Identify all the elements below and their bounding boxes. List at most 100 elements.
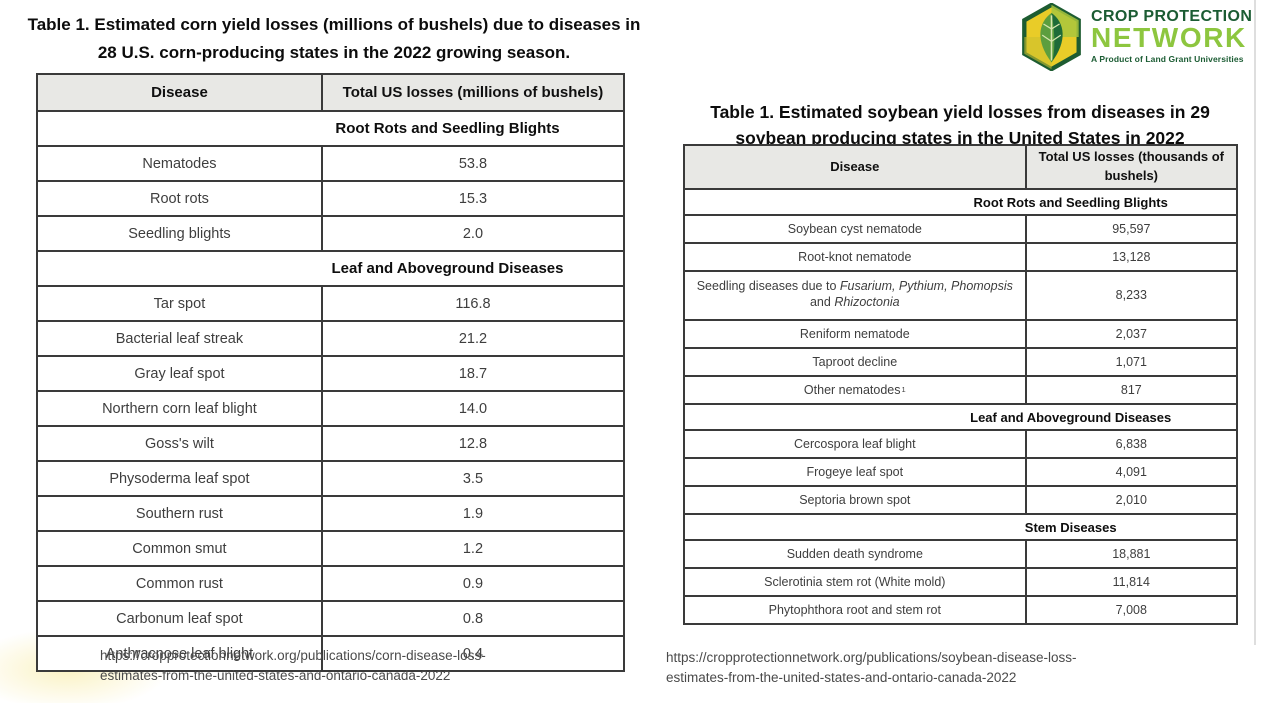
value-cell: 1,071 [1115,354,1147,369]
section-header-row: Stem Diseases [685,515,1236,541]
soy-title-line2: soybean producing states in the United S… [735,128,1185,149]
soy-col-header-losses: Total US losses (thousands of bushels) [1038,149,1224,183]
disease-cell: Septoria brown spot [685,487,1027,513]
value-cell: 2,010 [1115,492,1147,507]
disease-cell: Other nematodes 1 [685,377,1027,403]
soy-table-body: Root Rots and Seedling Blights Soybean cy… [685,190,1236,625]
disease-cell: Southern rust [38,497,323,530]
leaf-hexagon-icon [1022,3,1081,71]
value-cell: 2,037 [1115,326,1147,341]
value-cell: 21.2 [458,330,488,347]
soy-title-line1: Table 1. Estimated soybean yield losses … [710,102,1210,122]
page-edge-line [1254,0,1256,645]
corn-source-url: https://cropprotectionnetwork.org/public… [100,646,486,687]
table-row: Southern rust 1.9 [38,497,623,532]
disease-cell: Seedling diseases due to Fusarium, Pythi… [685,272,1027,319]
disease-cell: Taproot decline [685,349,1027,375]
value-cell: 18.7 [458,365,488,382]
value-cell: 3.5 [462,470,484,487]
section-header-label: Stem Diseases [1024,519,1117,535]
table-row: Sclerotinia stem rot (White mold) 11,814 [685,569,1236,597]
soy-source-line2: estimates-from-the-united-states-and-ont… [666,670,1017,686]
value-cell: 817 [1120,382,1142,397]
table-row: Tar spot 116.8 [38,287,623,322]
value-cell: 53.8 [458,155,488,172]
corn-table-title: Table 1. Estimated corn yield losses (mi… [6,11,662,66]
crop-protection-network-logo: CROP PROTECTION NETWORK A Product of Lan… [1020,3,1252,71]
logo-tagline: A Product of Land Grant Universities [1091,53,1244,64]
disease-cell: Frogeye leaf spot [685,459,1027,485]
value-cell: 2.0 [462,225,484,242]
table-row: Common rust 0.9 [38,567,623,602]
logo-text-block: CROP PROTECTION NETWORK A Product of Lan… [1091,3,1252,64]
logo-line1: CROP PROTECTION [1091,8,1253,25]
section-header-label: Root Rots and Seedling Blights [973,194,1168,210]
disease-cell: Reniform nematode [685,321,1027,347]
disease-cell: Phytophthora root and stem rot [685,597,1027,623]
table-row: Anthracnose leaf blight 0.4 [38,637,623,672]
value-cell: 6,838 [1115,436,1147,451]
table-row: Root rots 15.3 [38,182,623,217]
section-header-label: Leaf and Aboveground Diseases [331,260,564,277]
disease-cell: Carbonum leaf spot [38,602,323,635]
value-cell: 0.9 [462,575,484,592]
corn-source-line2: estimates-from-the-united-states-and-ont… [100,668,451,684]
corn-losses-table: Disease Total US losses (millions of bus… [36,73,625,672]
table-row: Physoderma leaf spot 3.5 [38,462,623,497]
disease-cell: Root rots [38,182,323,215]
value-cell: 15.3 [458,190,488,207]
soy-col-header-disease: Disease [685,146,1027,188]
table-row: Seedling blights 2.0 [38,217,623,252]
value-cell: 8,233 [1115,288,1147,303]
value-cell: 11,814 [1112,574,1150,589]
disease-cell: Common smut [38,532,323,565]
value-cell: 13,128 [1112,249,1151,264]
section-header-row: Leaf and Aboveground Diseases [38,252,623,287]
table-row: Sudden death syndrome 18,881 [685,541,1236,569]
disease-cell: Bacterial leaf streak [38,322,323,355]
table-row: Seedling diseases due to Fusarium, Pythi… [685,272,1236,321]
value-cell: 116.8 [455,295,491,312]
value-cell: 18,881 [1112,546,1151,561]
corn-col-header-losses: Total US losses (millions of bushels) [342,84,604,101]
table-row: Northern corn leaf blight 14.0 [38,392,623,427]
corn-col-header-disease: Disease [38,75,323,110]
corn-title-line2: 28 U.S. corn-producing states in the 202… [97,42,571,62]
section-header-row: Leaf and Aboveground Diseases [685,405,1236,431]
disease-cell: Soybean cyst nematode [685,216,1027,242]
soy-table-header-row: Disease Total US losses (thousands of bu… [685,146,1236,190]
disease-cell: Gray leaf spot [38,357,323,390]
table-row: Taproot decline 1,071 [685,349,1236,377]
table-row: Nematodes 53.8 [38,147,623,182]
section-header-row: Root Rots and Seedling Blights [38,112,623,147]
table-row: Goss's wilt 12.8 [38,427,623,462]
value-cell: 4,091 [1115,464,1147,479]
table-row: Soybean cyst nematode 95,597 [685,216,1236,244]
disease-cell: Common rust [38,567,323,600]
disease-cell: Anthracnose leaf blight [38,637,323,670]
section-header-label: Leaf and Aboveground Diseases [970,409,1172,425]
table-row: Common smut 1.2 [38,532,623,567]
section-header-row: Root Rots and Seedling Blights [685,190,1236,216]
value-cell: 1.9 [462,505,484,522]
value-cell: 0.8 [462,610,484,627]
table-row: Frogeye leaf spot 4,091 [685,459,1236,487]
disease-cell: Nematodes [38,147,323,180]
value-cell: 95,597 [1112,221,1151,236]
value-cell: 1.2 [462,540,484,557]
value-cell: 14.0 [458,400,488,417]
corn-table-body: Root Rots and Seedling Blights Nematodes 5… [38,112,623,672]
disease-cell: Root-knot nematode [685,244,1027,270]
table-row: Septoria brown spot 2,010 [685,487,1236,515]
table-row: Phytophthora root and stem rot 7,008 [685,597,1236,625]
soybean-table-title: Table 1. Estimated soybean yield losses … [660,99,1260,152]
disease-cell: Physoderma leaf spot [38,462,323,495]
disease-cell: Goss's wilt [38,427,323,460]
soybean-source-url: https://cropprotectionnetwork.org/public… [666,648,1076,689]
disease-cell: Northern corn leaf blight [38,392,323,425]
table-row: Root-knot nematode 13,128 [685,244,1236,272]
corn-title-line1: Table 1. Estimated corn yield losses (mi… [27,15,641,34]
value-cell: 7,008 [1115,602,1147,617]
disease-cell: Sclerotinia stem rot (White mold) [685,569,1027,595]
disease-cell: Seedling blights [38,217,323,250]
